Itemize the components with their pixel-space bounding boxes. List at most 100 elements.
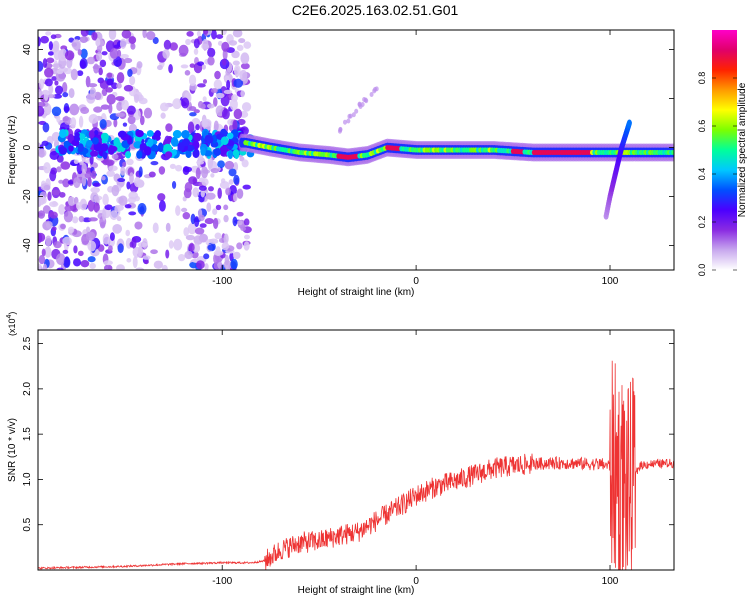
spectrogram-cell — [47, 94, 56, 99]
spectrogram-cell — [105, 87, 113, 93]
spectrogram-cell — [44, 67, 54, 78]
spectrogram-cell — [58, 146, 68, 155]
spectrogram-cell — [80, 106, 90, 115]
spectrogram-cell — [153, 260, 164, 269]
spectrogram-cell — [123, 84, 134, 92]
spectrogram-cell — [204, 217, 214, 225]
spectrogram-cell — [93, 202, 100, 213]
spectrogram-cell — [204, 135, 214, 144]
spectrogram-cell — [129, 75, 136, 86]
spectrogram-cell — [152, 222, 159, 234]
spectrogram-cell — [111, 153, 119, 160]
spectrogram-x-tick-label: 100 — [602, 276, 619, 287]
snr-panel: -100 0 100 0.5 1.0 1.5 2.0 2.5 Height of strai… — [6, 312, 675, 596]
spectrogram-cell — [175, 164, 183, 172]
spectrogram-cell — [109, 48, 119, 59]
spectrogram-cell — [144, 146, 152, 156]
spectrogram-cell — [157, 65, 163, 71]
spectrogram-cell — [183, 188, 192, 199]
spectrogram-cell — [125, 229, 131, 237]
spectrogram-cell — [230, 258, 238, 270]
spectrogram-cell — [42, 205, 51, 214]
spectrogram-cell — [78, 115, 84, 128]
spectrogram-cell — [135, 267, 145, 270]
spectrogram-cell — [73, 177, 81, 189]
spectrogram-cell — [38, 254, 46, 265]
spectrogram-cell — [197, 100, 204, 109]
spectrogram-y-tick-label: 0 — [22, 144, 33, 150]
spectrogram-cell — [95, 38, 101, 47]
spectrogram-cell — [229, 252, 234, 262]
spectrogram-cell — [232, 193, 238, 202]
spectrogram-cell — [113, 56, 122, 67]
spectrogram-cell — [207, 56, 215, 66]
spectrogram-cell — [38, 263, 42, 270]
spectrogram-cell — [42, 58, 48, 69]
spectrogram-cell — [169, 163, 176, 170]
spectrogram-cell — [38, 36, 41, 47]
spectrogram-cell — [143, 259, 149, 265]
spectrogram-cell — [62, 249, 69, 255]
spectrogram-cell — [150, 249, 158, 255]
spectrogram-cell — [59, 128, 67, 139]
spectrogram-cell — [215, 34, 224, 39]
spectrogram-cell — [184, 70, 191, 76]
spectrogram-cell — [185, 149, 192, 159]
spectrogram-cell — [43, 162, 51, 174]
spectrogram-cell — [165, 222, 171, 232]
spectrogram-cell — [194, 216, 200, 228]
snr-x-ticks: -100 0 100 — [212, 330, 619, 587]
spectrogram-cell — [193, 235, 203, 245]
spectrogram-cell — [128, 36, 137, 44]
spectrogram-cell — [236, 242, 243, 250]
spectrogram-cell — [122, 122, 128, 127]
spectrogram-cell — [188, 74, 197, 87]
spectrogram-cell — [42, 263, 48, 270]
spectrogram-cell — [187, 121, 195, 134]
spectrogram-cell — [53, 241, 62, 249]
spectrogram-cell — [104, 159, 115, 166]
spectrogram-cell — [86, 56, 96, 65]
spectrogram-cell — [106, 78, 114, 86]
spectrogram-cell — [45, 235, 52, 247]
spectrogram-cell — [138, 166, 143, 178]
spectrogram-cell — [115, 96, 125, 102]
spectrogram-cell — [127, 115, 136, 125]
spectrogram-cell — [241, 102, 252, 112]
spectrogram-cell — [68, 145, 74, 152]
spectrogram-cell — [242, 184, 251, 190]
spectrogram-cell — [231, 50, 240, 59]
spectrogram-cell — [214, 232, 222, 240]
spectrogram-cell — [78, 250, 84, 257]
spectrogram-cell — [116, 216, 122, 222]
spectrogram-cell — [91, 31, 98, 41]
spectrogram-cell — [55, 85, 63, 95]
spectrogram-cell — [56, 69, 64, 75]
spectrogram-cell — [231, 94, 238, 102]
spectrogram-cell — [169, 42, 178, 51]
spectrogram-cell — [243, 241, 250, 251]
spectrogram-cell — [87, 240, 97, 252]
spectrogram-cell — [165, 249, 170, 259]
spectrogram-cell — [220, 136, 229, 145]
spectrogram-cell — [54, 80, 59, 86]
spectrogram-cell — [117, 130, 127, 138]
spectrogram-cell — [51, 106, 62, 117]
spectrogram-cell — [38, 101, 46, 108]
spectrogram-cell — [118, 195, 128, 206]
spectrogram-cell — [173, 238, 183, 251]
spectrogram-cell — [357, 102, 362, 108]
spectrogram-cell — [222, 58, 227, 66]
spectrogram-cell — [98, 67, 103, 76]
spectrogram-cell — [217, 160, 225, 169]
spectrogram-y-ticks: -40 -20 0 20 40 — [22, 44, 674, 253]
spectrogram-cell — [221, 108, 230, 120]
spectrogram-cell — [214, 70, 221, 80]
spectrogram-cell — [189, 63, 196, 68]
spectrogram-cell — [62, 178, 70, 188]
spectrogram-cell — [45, 221, 53, 229]
spectrogram-cell — [88, 113, 99, 124]
spectrogram-cell — [128, 191, 139, 200]
spectrogram-cell — [185, 144, 195, 152]
